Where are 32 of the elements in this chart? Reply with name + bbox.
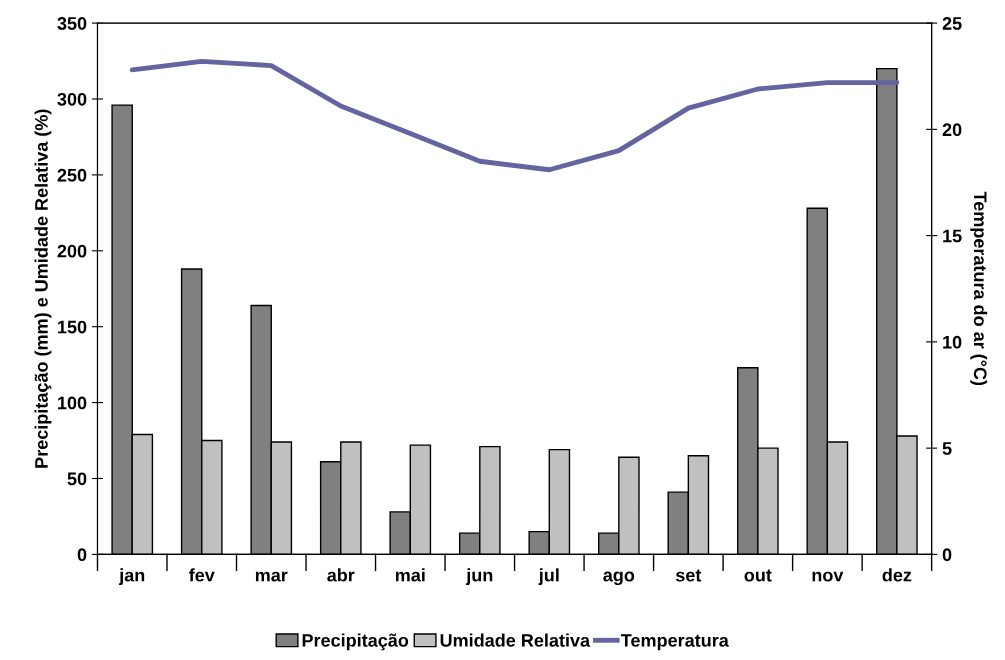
y2-tick-label: 25	[942, 17, 962, 30]
y2-axis-title: Temperatura do ar (°C)	[970, 191, 988, 386]
y-tick-label: 100	[58, 396, 87, 410]
x-tick-label: jun	[465, 568, 493, 586]
y-tick-label: 150	[58, 320, 87, 334]
y-tick-label: 200	[57, 244, 87, 258]
x-tick-label: nov	[812, 571, 844, 582]
x-tick-label: jul	[538, 568, 559, 586]
y-tick-label: 0	[77, 548, 87, 562]
legend-label: Umidade Relativa	[440, 633, 591, 647]
y2-tick-label: 0	[942, 548, 952, 562]
y-tick-label: 300	[57, 92, 87, 106]
y2-tick-label: 15	[943, 229, 962, 243]
y-axis-title: Precipitação (mm) e Umidade Relativa (%)	[34, 109, 52, 468]
x-tick-label: set	[675, 569, 702, 582]
legend-label: Precipitação	[302, 633, 409, 651]
x-tick-label: abr	[327, 568, 355, 582]
x-tick-label: mar	[255, 571, 288, 582]
x-tick-label: out	[744, 569, 772, 582]
x-tick-label: jan	[118, 568, 145, 586]
x-tick-label: mai	[395, 568, 425, 582]
x-tick-label: fev	[189, 568, 215, 582]
x-tick-label: ago	[603, 571, 635, 586]
legend-label: Temperatura	[620, 634, 729, 651]
line-series	[129, 58, 900, 173]
y2-tick-label: 5	[942, 442, 952, 455]
y2-tick-label: 10	[943, 335, 962, 349]
y-tick-label: 250	[57, 168, 87, 182]
y-tick-label: 50	[67, 472, 87, 486]
y-tick-label: 350	[57, 17, 87, 30]
x-tick-label: dez	[882, 568, 912, 582]
y2-tick-label: 20	[942, 123, 962, 137]
